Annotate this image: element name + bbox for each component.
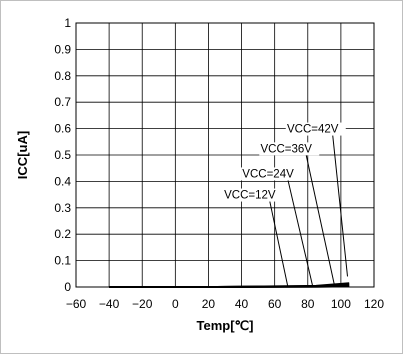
x-tick-label: −20 [132,297,153,311]
annotation-leader [269,201,289,288]
y-tick-label: 0 [64,280,71,294]
series-lines [109,282,350,288]
annotation-label: VCC=42V [287,124,339,136]
x-tick-label: 100 [331,297,351,311]
x-tick-label: 20 [202,297,216,311]
series-line [109,282,350,288]
y-tick-label: 0.8 [54,69,71,83]
annotations: VCC=12V VCC=24V VCC=36V VCC=42V [222,122,349,288]
x-tick-label: −40 [99,297,120,311]
x-tick-label: 40 [235,297,249,311]
x-tick-label: 0 [172,297,179,311]
annotation-label: VCC=24V [242,168,294,180]
y-tick-label: 0.9 [54,42,71,56]
annotation-bg [222,188,283,202]
x-tick-label: −60 [66,297,87,311]
grid-lines [75,22,375,288]
annotation-bg [285,122,346,136]
y-tick-label: 0.5 [54,148,71,162]
y-tick-label: 0.2 [54,227,71,241]
annotation-leader [332,135,349,277]
x-tick-label: 60 [268,297,282,311]
annotation-bg [241,167,302,181]
annotation-bg [259,142,320,156]
y-tick-label: 0.4 [54,174,71,188]
y-tick-label: 0.7 [54,95,71,109]
annotation-label: VCC=36V [261,143,313,155]
x-axis-title: Temp[℃] [197,318,254,333]
annotation-label: VCC=12V [224,190,276,202]
x-tick-label: 80 [301,297,315,311]
x-tick-label: 120 [364,297,384,311]
y-tick-label: 1 [64,16,71,30]
tick-labels: −60 −40 −20 0 20 40 60 80 100 120 0 0.1 0.2 0.3 0.4 0.5… [54,16,384,311]
annotation-leader [305,155,335,285]
y-tick-label: 0.6 [54,122,71,136]
annotation-leader [287,180,314,287]
y-tick-label: 0.1 [54,254,71,268]
y-axis-title: ICC[uA] [15,131,30,179]
y-tick-label: 0.3 [54,201,71,215]
